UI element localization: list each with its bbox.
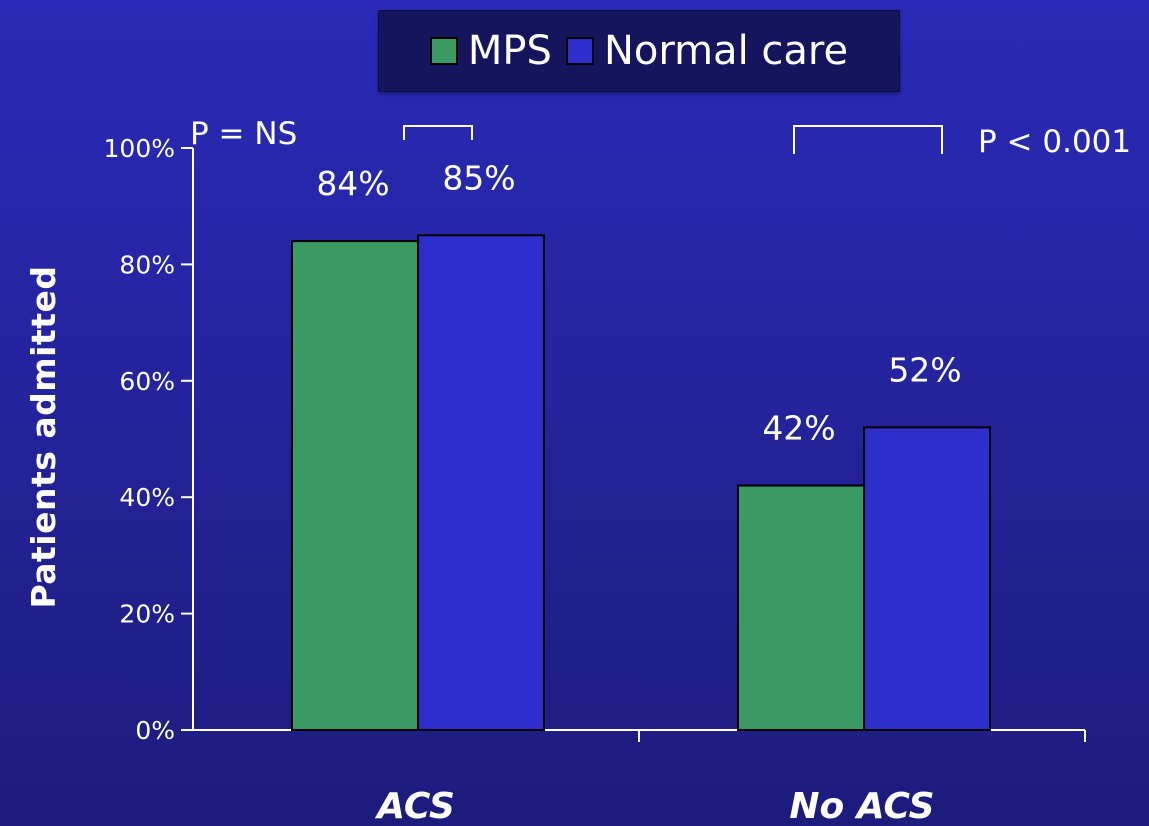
data-label: 42% bbox=[762, 409, 835, 448]
y-tick-label: 100% bbox=[104, 134, 175, 163]
significance-bracket bbox=[793, 125, 943, 154]
bar-normal-care-no-acs bbox=[863, 426, 991, 731]
legend: MPS Normal care bbox=[378, 10, 900, 92]
legend-swatch-normal-care bbox=[565, 37, 594, 65]
y-tick-label: 80% bbox=[119, 250, 175, 279]
bar-mps-acs bbox=[291, 240, 419, 731]
p-value-no-acs: P < 0.001 bbox=[978, 124, 1132, 160]
bar-mps-no-acs bbox=[737, 484, 865, 731]
x-category-label: ACS bbox=[374, 786, 455, 826]
legend-item-normal-care: Normal care bbox=[565, 28, 849, 74]
y-tick-label: 40% bbox=[119, 483, 175, 512]
x-category-label: No ACS bbox=[789, 786, 934, 826]
p-value-acs: P = NS bbox=[190, 116, 298, 152]
significance-bracket bbox=[403, 125, 473, 140]
legend-swatch-mps bbox=[429, 37, 458, 65]
bar-normal-care-acs bbox=[417, 234, 545, 732]
legend-label-normal-care: Normal care bbox=[603, 28, 849, 74]
y-tick-label: 20% bbox=[119, 600, 175, 629]
y-tick-label: 60% bbox=[119, 367, 175, 396]
data-label: 84% bbox=[316, 164, 389, 203]
legend-label-mps: MPS bbox=[467, 28, 552, 74]
data-label: 52% bbox=[888, 350, 961, 389]
data-label: 85% bbox=[442, 158, 515, 197]
y-tick-label: 0% bbox=[135, 716, 175, 745]
legend-item-mps: MPS bbox=[429, 28, 552, 74]
